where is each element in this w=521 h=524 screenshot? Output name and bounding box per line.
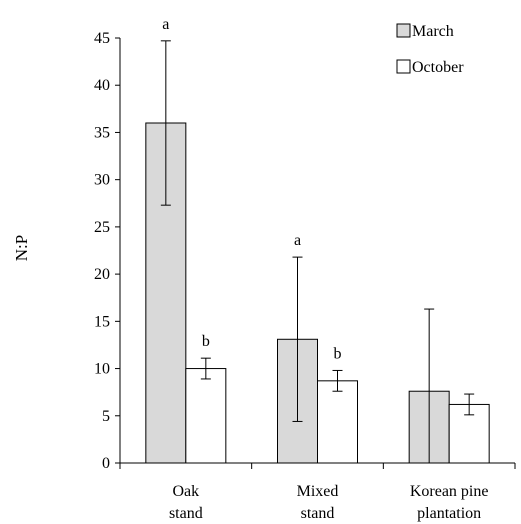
legend-swatch-october <box>396 59 411 74</box>
y-tick-label: 30 <box>94 172 110 189</box>
y-tick-label: 15 <box>94 313 110 330</box>
significance-letter: a <box>162 16 169 33</box>
legend-label: October <box>412 59 464 76</box>
x-category-label: Oak <box>173 483 200 500</box>
x-category-label: stand <box>169 505 203 522</box>
significance-letter: b <box>334 345 342 362</box>
significance-letter: a <box>294 232 301 249</box>
bar-october <box>185 368 227 464</box>
y-tick-label: 35 <box>94 124 110 141</box>
x-category-label: Korean pine <box>410 483 489 500</box>
y-tick-label: 0 <box>102 455 110 472</box>
bar-october <box>317 380 358 464</box>
y-tick-label: 25 <box>94 219 110 236</box>
legend: March October <box>396 23 464 76</box>
legend-swatch-march <box>396 23 411 38</box>
y-axis: 0 5 10 15 20 25 30 35 40 45 <box>94 30 121 472</box>
legend-label: March <box>412 23 454 40</box>
y-axis-title: N:P <box>12 235 31 261</box>
x-category-label: stand <box>301 505 335 522</box>
y-tick-label: 20 <box>94 266 110 283</box>
y-tick-label: 40 <box>94 77 110 94</box>
bars: a a b b <box>145 16 490 464</box>
significance-letter: b <box>202 333 210 350</box>
bar-march <box>145 122 187 464</box>
x-category-label: Mixed <box>297 483 339 500</box>
y-tick-label: 5 <box>102 408 110 425</box>
x-axis: Oak stand Mixed stand Korean pine plantation <box>119 462 516 522</box>
y-tick-label: 10 <box>94 361 110 378</box>
x-category-label: plantation <box>417 505 481 522</box>
y-tick-label: 45 <box>94 30 110 47</box>
